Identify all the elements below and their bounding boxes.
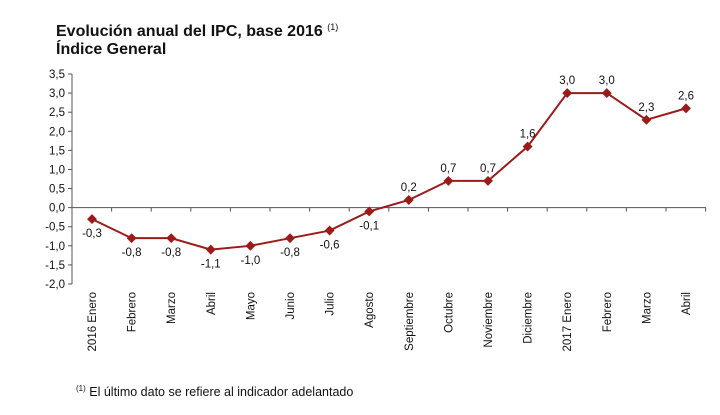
x-tick-label: Junio [285,292,297,320]
data-label: 3,0 [599,75,615,87]
series-line [91,92,687,251]
data-point [285,233,295,244]
data-label: 2,6 [678,90,694,102]
data-point [443,175,454,186]
x-tick-label: Noviembre [483,292,495,348]
data-label: 0,2 [401,182,417,194]
data-point [205,244,216,255]
title-note: (1) [327,22,339,32]
y-tick-label: 0,5 [49,184,65,196]
x-tick-label: Agosto [364,292,376,328]
y-tick-label: -0,5 [45,222,65,234]
data-point [483,175,493,186]
x-tick-label: Marzo [166,292,178,324]
x-tick-label: Marzo [641,292,653,324]
x-tick-label: Diciembre [523,292,535,344]
x-tick-label: Abril [206,292,218,315]
data-point [562,88,573,99]
data-point [522,141,533,152]
footnote-mark: (1) [76,384,86,393]
x-tick-label: Febrero [127,292,139,332]
data-point [87,214,97,225]
data-label: 3,0 [559,75,575,87]
title-text: Evolución anual del IPC, base 2016 [56,23,323,40]
x-tick-label: Febrero [602,292,614,332]
data-label: -0,6 [320,240,340,252]
y-tick-label: -1,0 [45,241,65,253]
data-point [364,206,375,217]
y-tick-label: -1,5 [45,260,65,272]
x-tick-label: Octubre [443,292,455,333]
data-label: -0,3 [82,228,102,240]
data-label: -1,1 [201,259,221,271]
y-tick-label: 3,0 [49,88,65,100]
y-tick-label: 0,0 [49,203,65,215]
data-label: 2,3 [638,102,654,114]
data-label: 0,7 [440,163,456,175]
data-point [324,225,335,236]
x-tick-label: 2016 Enero [87,292,99,351]
data-point [681,103,691,114]
data-point [641,114,652,125]
data-point [166,233,177,244]
x-tick-label: 2017 Enero [562,292,574,351]
data-point [403,195,414,205]
data-label: 0,7 [480,163,496,175]
y-tick-label: -2,0 [45,279,65,291]
footnote: (1) El último dato se refiere al indicad… [76,384,353,399]
data-label: -0,1 [359,220,379,232]
data-label: -0,8 [161,247,181,259]
data-label: -0,8 [280,247,300,259]
y-tick-label: 1,5 [49,145,65,157]
x-tick-label: Abril [681,292,693,315]
data-point [245,240,256,251]
y-tick-label: 3,5 [49,69,65,81]
chart-subtitle: Índice General [56,41,167,58]
x-tick-label: Julio [325,292,337,316]
y-tick-label: 2,0 [49,126,65,138]
data-label: -1,0 [240,255,260,267]
x-tick-label: Mayo [245,292,257,320]
y-tick-label: 1,0 [49,164,65,176]
x-tick-label: Septiembre [404,292,416,351]
chart-title: Evolución anual del IPC, base 2016 (1) Í… [56,18,338,59]
data-label: -0,8 [122,247,142,259]
y-tick-label: 2,5 [49,107,65,119]
data-point [126,233,137,244]
footnote-text: El último dato se refiere al indicador a… [89,385,354,400]
data-label: 1,6 [520,129,536,141]
data-point [601,88,612,99]
